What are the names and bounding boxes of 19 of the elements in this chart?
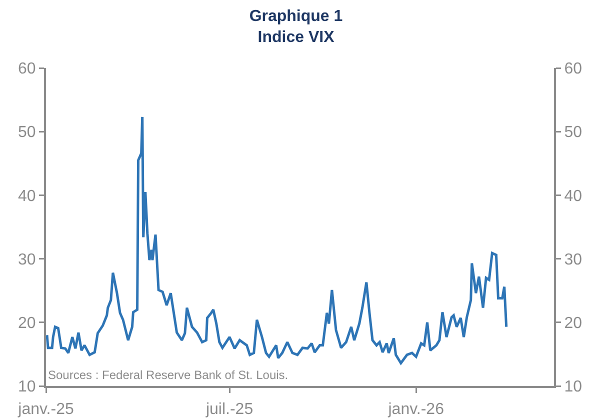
- y-tick-label: 40: [18, 188, 36, 205]
- chart-subtitle: Indice VIX: [258, 28, 335, 46]
- x-tick-label: janv.-26: [387, 401, 444, 418]
- chart-title: Graphique 1: [249, 8, 343, 25]
- y-tick-label: 30: [18, 251, 36, 268]
- y2-tick-label: 30: [564, 251, 582, 268]
- y2-tick-label: 50: [564, 124, 582, 142]
- y-tick-label: 50: [18, 124, 36, 142]
- line-series: [46, 116, 508, 364]
- x-tick-label: juil.-25: [204, 401, 254, 418]
- y2-tick-label: 20: [564, 315, 582, 332]
- y2-tick-label: 10: [564, 378, 582, 396]
- y2-tick-label: 60: [564, 60, 582, 78]
- x-tick-label: janv.-25: [17, 401, 74, 418]
- y2-tick-label: 40: [564, 188, 582, 205]
- annotation: Sources : Federal Reserve Bank of St. Louis.: [48, 368, 288, 382]
- y-tick-label: 60: [18, 60, 36, 78]
- y-tick-label: 20: [18, 315, 36, 332]
- y-tick-label: 10: [18, 378, 36, 396]
